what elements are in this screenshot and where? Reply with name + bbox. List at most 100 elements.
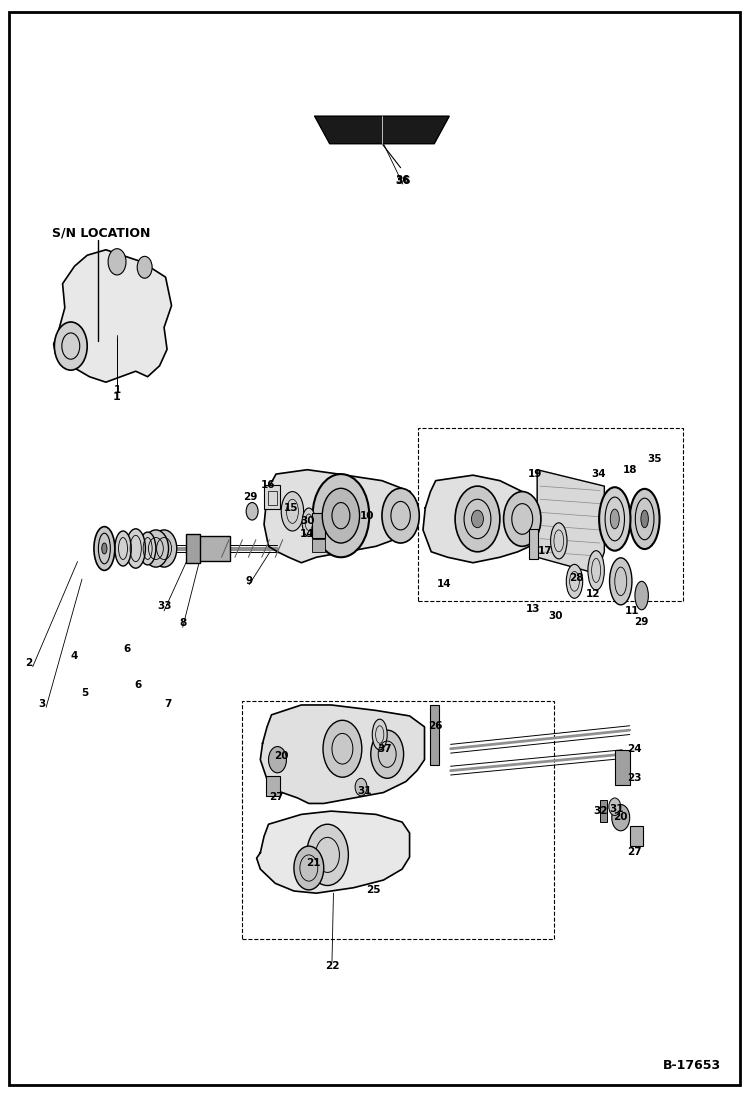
Text: 15: 15 bbox=[284, 504, 298, 513]
Bar bbox=[312, 513, 325, 538]
Text: 23: 23 bbox=[627, 773, 641, 783]
Polygon shape bbox=[257, 811, 410, 893]
Polygon shape bbox=[315, 116, 449, 144]
Ellipse shape bbox=[599, 487, 631, 551]
Circle shape bbox=[612, 804, 630, 830]
Polygon shape bbox=[264, 470, 410, 563]
Ellipse shape bbox=[610, 557, 632, 604]
Text: 13: 13 bbox=[526, 603, 540, 613]
Polygon shape bbox=[423, 475, 537, 563]
Bar bbox=[264, 485, 280, 509]
Ellipse shape bbox=[302, 508, 315, 536]
Circle shape bbox=[382, 488, 419, 543]
Text: 9: 9 bbox=[246, 576, 252, 586]
Text: 17: 17 bbox=[537, 545, 552, 556]
Circle shape bbox=[455, 486, 500, 552]
Text: 6: 6 bbox=[123, 644, 130, 654]
Polygon shape bbox=[537, 470, 604, 574]
Bar bbox=[268, 490, 277, 505]
Ellipse shape bbox=[641, 510, 649, 528]
Bar bbox=[187, 534, 200, 563]
Text: 4: 4 bbox=[71, 651, 78, 660]
Circle shape bbox=[151, 530, 177, 567]
Circle shape bbox=[294, 846, 324, 890]
Text: 7: 7 bbox=[164, 699, 172, 709]
Circle shape bbox=[108, 249, 126, 275]
Circle shape bbox=[312, 474, 369, 557]
Ellipse shape bbox=[566, 564, 583, 598]
Ellipse shape bbox=[281, 491, 303, 531]
Text: 20: 20 bbox=[274, 751, 288, 761]
Polygon shape bbox=[54, 250, 172, 382]
Text: 24: 24 bbox=[627, 744, 641, 754]
Circle shape bbox=[269, 747, 286, 772]
Text: 31: 31 bbox=[610, 804, 624, 814]
Text: 14: 14 bbox=[300, 529, 315, 540]
Text: 27: 27 bbox=[269, 792, 283, 802]
Circle shape bbox=[322, 488, 360, 543]
Bar bbox=[630, 826, 643, 846]
Bar bbox=[615, 750, 630, 784]
Text: 2: 2 bbox=[25, 658, 33, 668]
Text: 16: 16 bbox=[261, 480, 276, 490]
Ellipse shape bbox=[139, 532, 156, 565]
Text: 32: 32 bbox=[593, 806, 608, 816]
Text: 25: 25 bbox=[366, 885, 380, 895]
Circle shape bbox=[323, 721, 362, 777]
Circle shape bbox=[503, 491, 541, 546]
Text: 36: 36 bbox=[395, 177, 410, 186]
Circle shape bbox=[55, 323, 87, 370]
Text: 10: 10 bbox=[360, 511, 374, 521]
Text: 27: 27 bbox=[627, 847, 641, 857]
Ellipse shape bbox=[610, 509, 619, 529]
Ellipse shape bbox=[635, 581, 649, 610]
Bar bbox=[312, 539, 325, 552]
Ellipse shape bbox=[588, 551, 604, 590]
Text: B-17653: B-17653 bbox=[664, 1059, 721, 1072]
Text: 18: 18 bbox=[622, 465, 637, 475]
Bar bbox=[418, 428, 682, 601]
Ellipse shape bbox=[551, 523, 567, 558]
Text: 1: 1 bbox=[113, 392, 121, 402]
Circle shape bbox=[609, 798, 621, 815]
Circle shape bbox=[355, 778, 367, 795]
Ellipse shape bbox=[126, 529, 145, 568]
Text: 14: 14 bbox=[437, 578, 451, 588]
Text: 12: 12 bbox=[586, 589, 601, 599]
Text: 1: 1 bbox=[113, 385, 121, 395]
Text: 30: 30 bbox=[300, 517, 315, 527]
Text: 33: 33 bbox=[157, 601, 172, 611]
Text: 35: 35 bbox=[647, 454, 661, 464]
Text: 20: 20 bbox=[613, 812, 628, 822]
Polygon shape bbox=[261, 705, 425, 803]
Text: 36: 36 bbox=[395, 174, 410, 184]
Text: 29: 29 bbox=[634, 617, 648, 626]
Bar bbox=[242, 701, 554, 939]
Text: 30: 30 bbox=[548, 611, 562, 621]
Ellipse shape bbox=[372, 720, 387, 750]
Text: 19: 19 bbox=[528, 470, 542, 479]
Text: 28: 28 bbox=[568, 573, 583, 583]
Ellipse shape bbox=[630, 489, 660, 548]
Text: 11: 11 bbox=[625, 606, 639, 615]
Circle shape bbox=[246, 502, 258, 520]
Text: 22: 22 bbox=[325, 961, 339, 972]
Circle shape bbox=[371, 731, 404, 778]
Text: 5: 5 bbox=[82, 688, 88, 698]
Circle shape bbox=[143, 530, 169, 567]
Circle shape bbox=[306, 824, 348, 885]
Bar bbox=[529, 529, 538, 559]
Circle shape bbox=[472, 510, 483, 528]
Ellipse shape bbox=[94, 527, 115, 570]
Text: 29: 29 bbox=[243, 493, 257, 502]
Ellipse shape bbox=[102, 543, 107, 554]
Text: 3: 3 bbox=[39, 699, 46, 709]
Bar bbox=[600, 800, 607, 822]
Text: 21: 21 bbox=[306, 858, 321, 868]
Text: 8: 8 bbox=[179, 618, 187, 627]
Text: 31: 31 bbox=[357, 787, 372, 796]
Text: 6: 6 bbox=[134, 680, 142, 690]
Bar bbox=[267, 776, 279, 795]
Text: S/N LOCATION: S/N LOCATION bbox=[52, 227, 151, 240]
Text: 37: 37 bbox=[377, 744, 392, 754]
